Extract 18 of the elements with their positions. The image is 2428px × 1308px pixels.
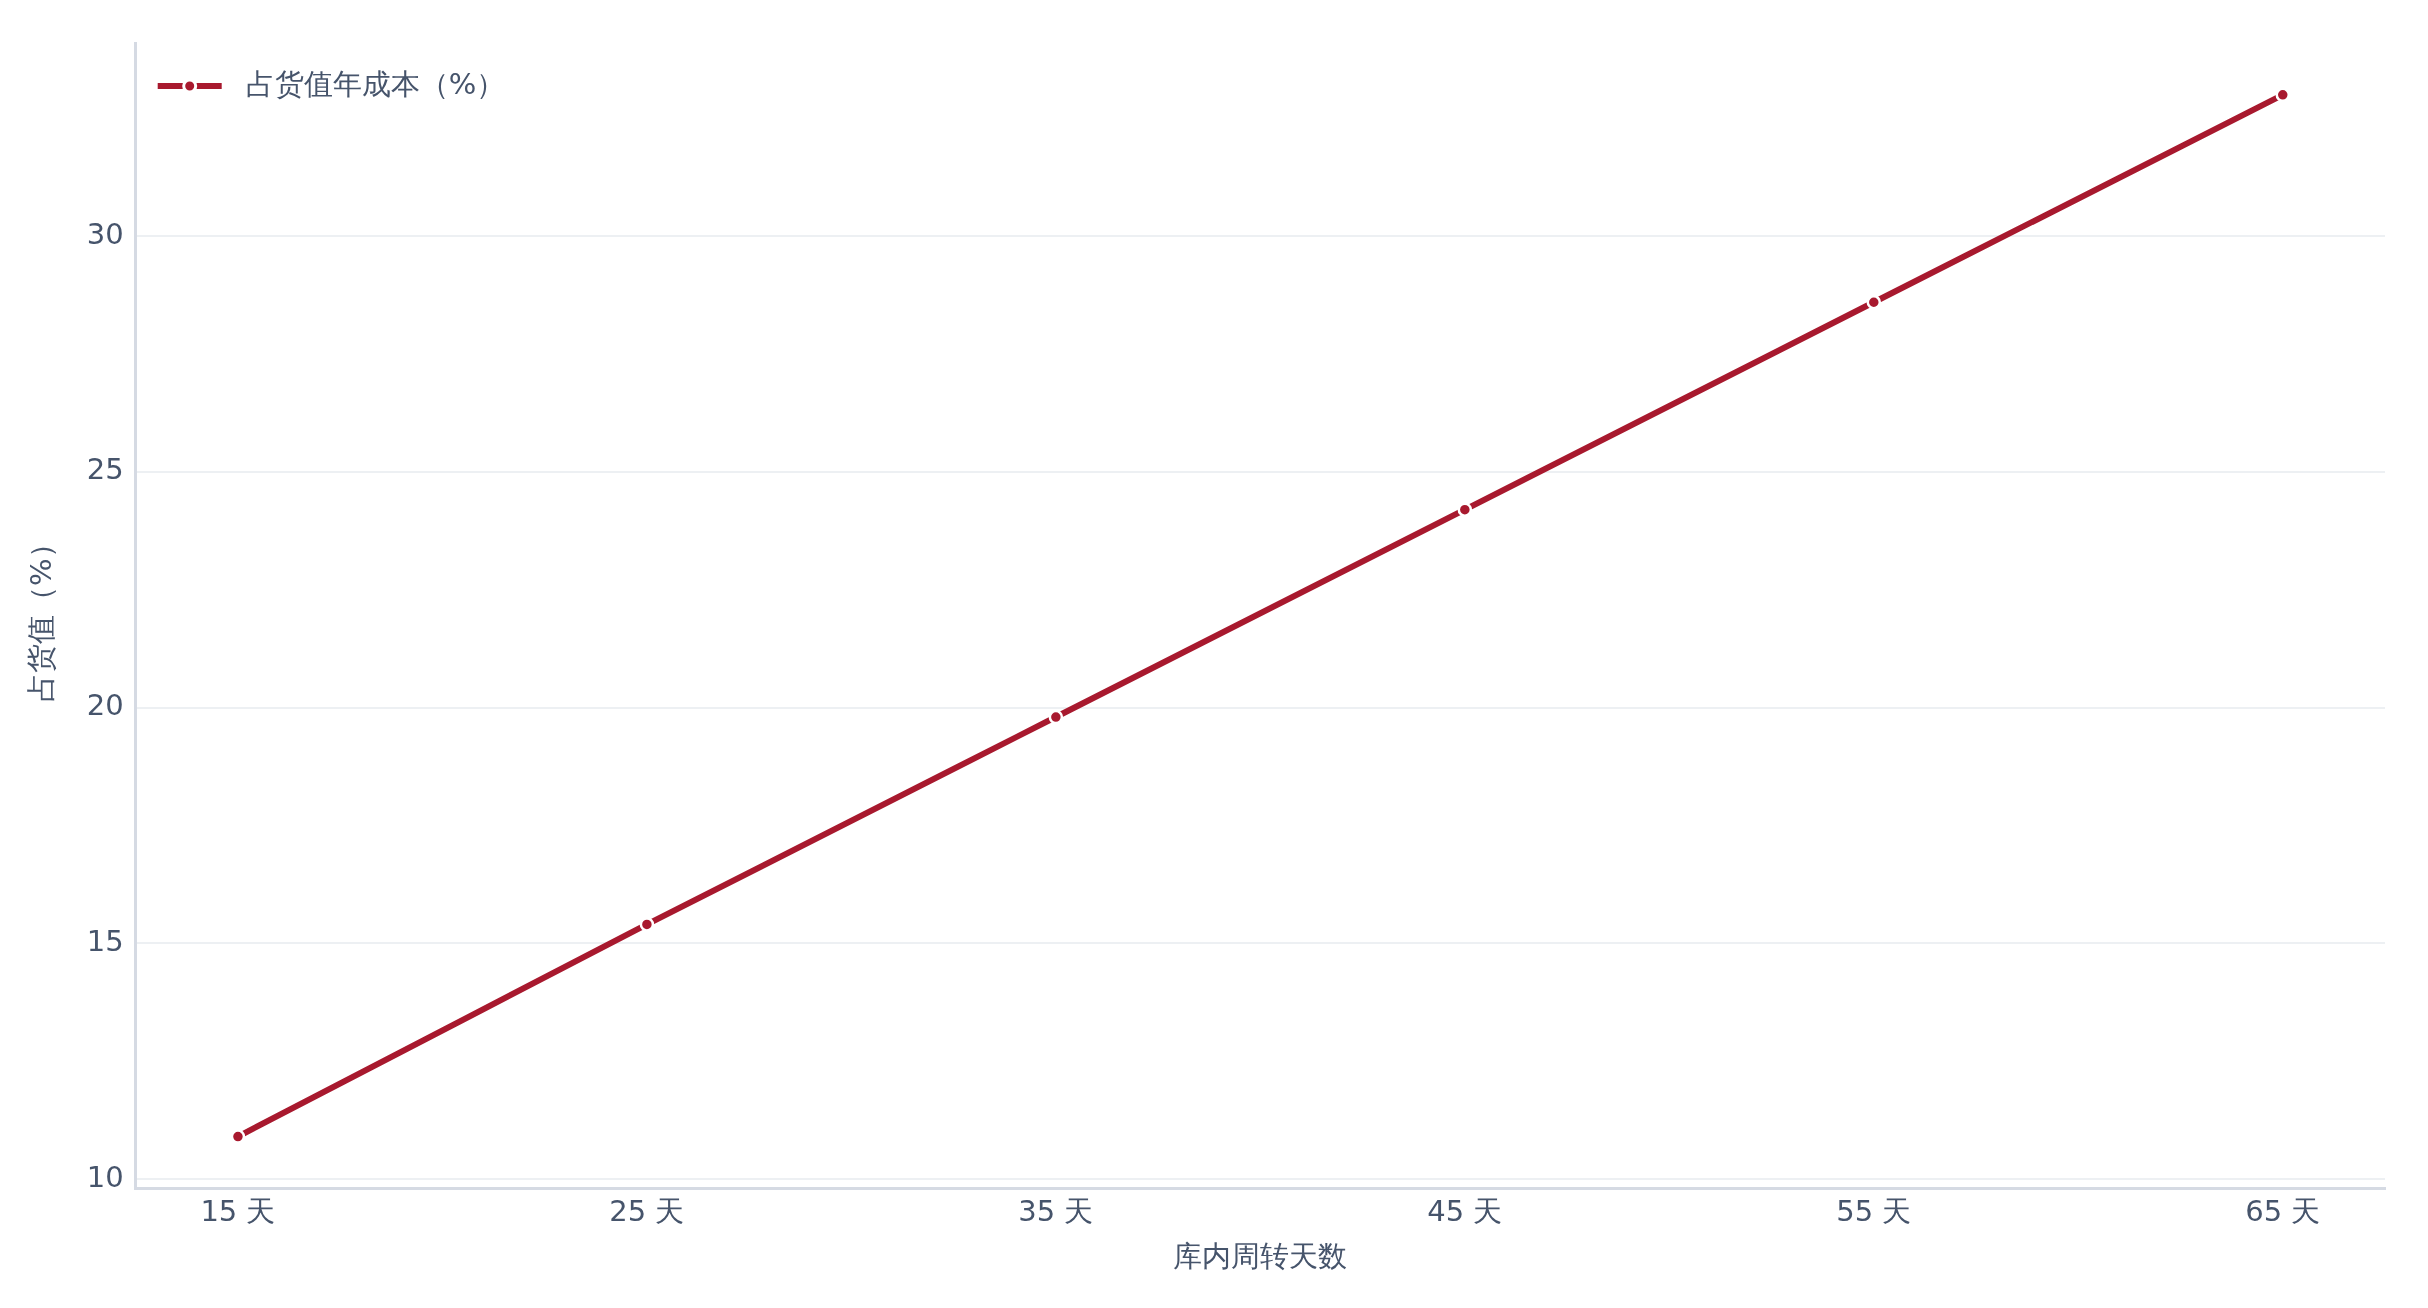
x-tick-label: 45 天 [1427,1194,1503,1229]
y-tick-label: 30 [86,216,124,251]
y-tick-label: 25 [86,452,124,487]
x-tick-label: 65 天 [2245,1194,2321,1229]
y-axis-title: 占货值（%） [23,529,58,702]
point [639,917,655,932]
y-tick-label: 20 [86,688,124,723]
y-tick-label: 10 [86,1159,124,1194]
y-tick-label: 15 [86,923,124,958]
x-tick-label: 35 天 [1018,1194,1094,1229]
legend-label: 占货值年成本（%） [245,66,506,101]
point [1048,709,1064,725]
point [1457,502,1473,517]
x-tick-label: 55 天 [1836,1194,1912,1229]
point [1866,295,1882,310]
x-tick-label: 15 天 [200,1194,276,1229]
x-tick-label: 25 天 [609,1194,685,1229]
x-axis-title: 库内周转天数 [1173,1239,1348,1274]
